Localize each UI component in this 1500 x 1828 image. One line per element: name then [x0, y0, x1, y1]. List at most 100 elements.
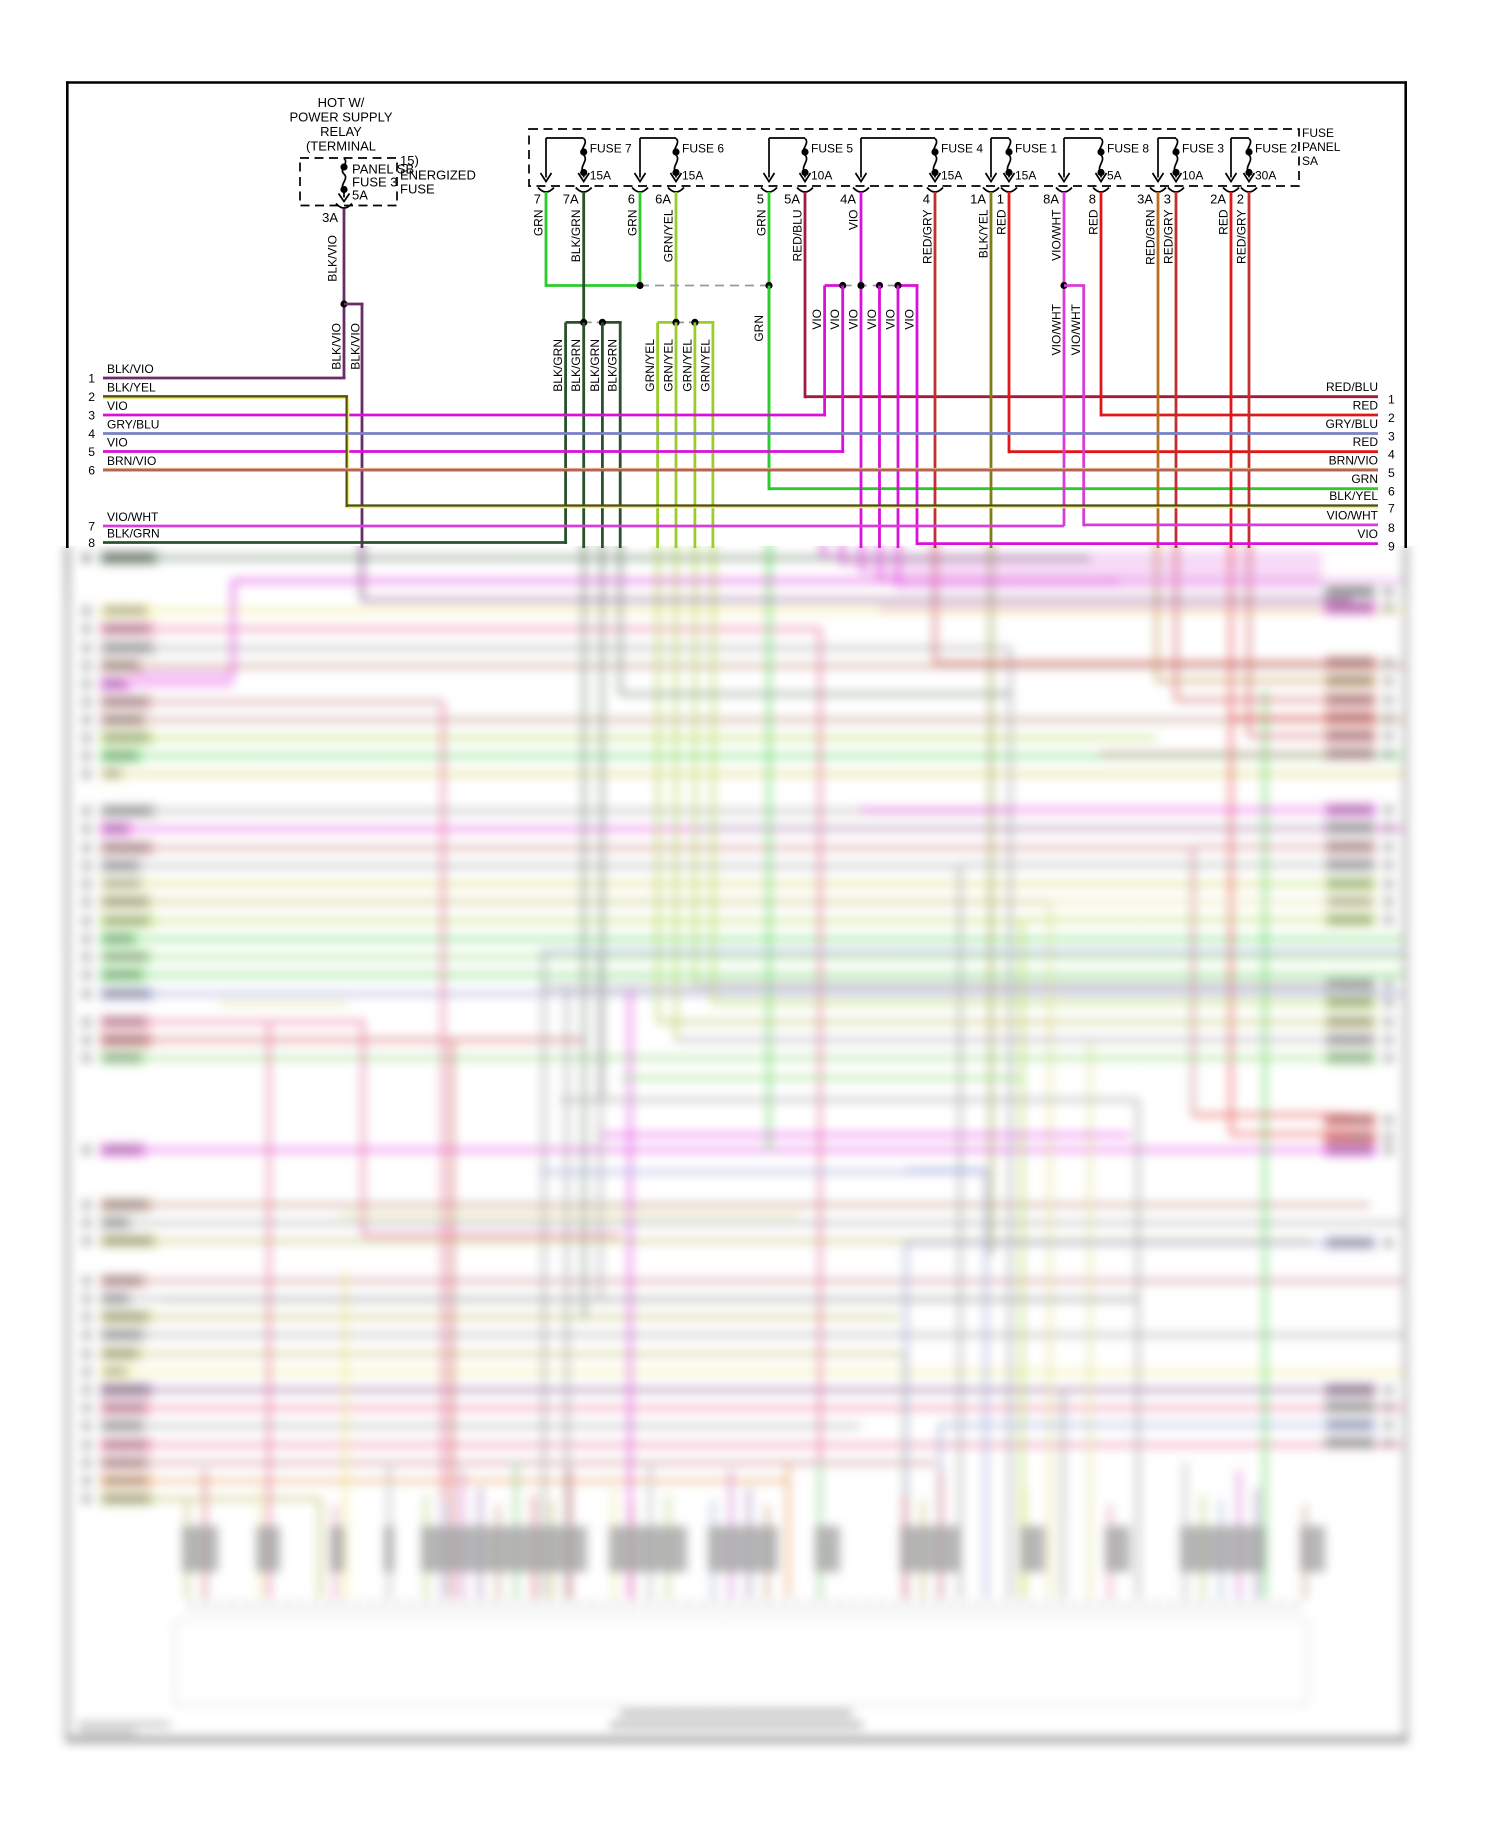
svg-text:9: 9	[1388, 540, 1395, 554]
svg-text:VIO: VIO	[865, 309, 879, 330]
svg-text:6A: 6A	[655, 192, 671, 207]
svg-text:RED: RED	[1353, 435, 1379, 449]
svg-text:VIO: VIO	[828, 309, 842, 330]
svg-text:3: 3	[88, 409, 95, 423]
svg-text:2A: 2A	[1210, 192, 1226, 207]
svg-text:FUSE 7: FUSE 7	[590, 142, 632, 156]
svg-text:RED: RED	[995, 209, 1009, 235]
svg-text:BLK/GRN: BLK/GRN	[569, 339, 583, 392]
svg-text:GRN/YEL: GRN/YEL	[662, 339, 676, 392]
svg-text:2: 2	[1388, 411, 1395, 425]
svg-text:VIO/WHT: VIO/WHT	[1327, 508, 1379, 522]
svg-text:RED/GRY: RED/GRY	[1162, 210, 1176, 264]
svg-text:2: 2	[1237, 192, 1244, 207]
svg-text:15A: 15A	[1015, 169, 1036, 183]
svg-text:RED/GRN: RED/GRN	[1144, 210, 1158, 265]
svg-text:15A: 15A	[941, 169, 962, 183]
svg-text:4: 4	[1388, 448, 1395, 462]
svg-text:VIO/WHT: VIO/WHT	[107, 510, 159, 524]
svg-text:VIO: VIO	[1357, 527, 1378, 541]
svg-text:BLK/GRN: BLK/GRN	[107, 527, 160, 541]
svg-text:10A: 10A	[811, 169, 832, 183]
svg-text:BLK/GRN: BLK/GRN	[551, 339, 565, 392]
svg-text:5A: 5A	[352, 188, 368, 203]
svg-text:GRY/BLU: GRY/BLU	[1326, 417, 1378, 431]
svg-text:15A: 15A	[682, 169, 703, 183]
svg-text:VIO: VIO	[847, 309, 861, 330]
svg-text:3: 3	[1164, 192, 1171, 207]
svg-text:VIO: VIO	[903, 309, 917, 330]
svg-text:5: 5	[1388, 466, 1395, 480]
svg-text:BLK/VIO: BLK/VIO	[349, 323, 363, 370]
svg-text:7A: 7A	[563, 192, 579, 207]
svg-text:VIO/WHT: VIO/WHT	[1050, 303, 1064, 355]
svg-text:ENERGIZED: ENERGIZED	[400, 168, 476, 183]
svg-text:5: 5	[88, 445, 95, 459]
svg-text:RED: RED	[1217, 209, 1231, 235]
svg-text:4: 4	[88, 427, 95, 441]
svg-text:GRN/YEL: GRN/YEL	[680, 339, 694, 392]
svg-text:SA: SA	[1302, 154, 1318, 168]
svg-text:RED/BLU: RED/BLU	[791, 210, 805, 262]
svg-text:FUSE 5: FUSE 5	[811, 142, 853, 156]
svg-text:VIO: VIO	[884, 309, 898, 330]
svg-text:3A: 3A	[1137, 192, 1153, 207]
svg-text:BLK/YEL: BLK/YEL	[107, 381, 156, 395]
svg-text:5A: 5A	[1107, 169, 1122, 183]
svg-text:10A: 10A	[1182, 169, 1203, 183]
svg-text:PANEL SB: PANEL SB	[352, 162, 414, 177]
svg-text:30A: 30A	[1255, 169, 1276, 183]
svg-text:BLK/VIO: BLK/VIO	[330, 323, 344, 370]
svg-text:BLK/GRN: BLK/GRN	[588, 339, 602, 392]
svg-text:GRN/YEL: GRN/YEL	[662, 209, 676, 262]
svg-text:GRN: GRN	[626, 210, 640, 237]
svg-text:7: 7	[88, 520, 95, 534]
svg-text:RED/GRY: RED/GRY	[1235, 210, 1249, 264]
svg-text:BRN/VIO: BRN/VIO	[107, 454, 156, 468]
svg-text:HOT W/: HOT W/	[318, 95, 365, 110]
svg-text:4: 4	[923, 192, 930, 207]
svg-text:POWER SUPPLY: POWER SUPPLY	[289, 110, 392, 125]
svg-text:8A: 8A	[1043, 192, 1059, 207]
svg-text:6: 6	[88, 464, 95, 478]
svg-text:BRN/VIO: BRN/VIO	[1329, 454, 1378, 468]
svg-text:7: 7	[1388, 502, 1395, 516]
svg-text:GRN: GRN	[1351, 472, 1378, 486]
svg-text:RED/BLU: RED/BLU	[1326, 380, 1378, 394]
svg-text:VIO: VIO	[847, 210, 861, 231]
svg-text:GRN: GRN	[752, 315, 766, 342]
svg-text:6: 6	[628, 192, 635, 207]
svg-text:FUSE 2: FUSE 2	[1255, 142, 1297, 156]
svg-text:BLK/GRN: BLK/GRN	[569, 210, 583, 263]
svg-text:FUSE 3: FUSE 3	[1182, 142, 1224, 156]
svg-text:VIO: VIO	[107, 436, 128, 450]
svg-text:BLK/YEL: BLK/YEL	[1329, 489, 1378, 503]
svg-text:BLK/VIO: BLK/VIO	[107, 362, 154, 376]
svg-text:FUSE 8: FUSE 8	[1107, 142, 1149, 156]
svg-text:15A: 15A	[590, 169, 611, 183]
svg-text:RELAY: RELAY	[320, 124, 362, 139]
svg-text:5A: 5A	[784, 192, 800, 207]
svg-text:5: 5	[757, 192, 764, 207]
svg-text:2: 2	[88, 390, 95, 404]
svg-text:GRY/BLU: GRY/BLU	[107, 418, 159, 432]
svg-text:6: 6	[1388, 485, 1395, 499]
svg-text:PANEL: PANEL	[1302, 140, 1341, 154]
svg-text:15): 15)	[400, 153, 419, 168]
svg-text:GRN/YEL: GRN/YEL	[643, 339, 657, 392]
svg-text:RED: RED	[1087, 209, 1101, 235]
svg-text:RED/GRY: RED/GRY	[921, 210, 935, 264]
svg-text:BLK/VIO: BLK/VIO	[326, 235, 340, 282]
svg-text:GRN/YEL: GRN/YEL	[698, 339, 712, 392]
svg-text:VIO: VIO	[107, 399, 128, 413]
svg-text:BLK/YEL: BLK/YEL	[977, 209, 991, 258]
svg-text:BLK/GRN: BLK/GRN	[606, 339, 620, 392]
svg-text:4A: 4A	[840, 192, 856, 207]
svg-text:FUSE 6: FUSE 6	[682, 142, 724, 156]
svg-text:VIO/WHT: VIO/WHT	[1050, 209, 1064, 261]
svg-text:3: 3	[1388, 430, 1395, 444]
svg-text:FUSE 1: FUSE 1	[1015, 142, 1057, 156]
svg-text:FUSE 3: FUSE 3	[352, 175, 398, 190]
svg-text:VIO: VIO	[810, 309, 824, 330]
svg-text:1: 1	[88, 372, 95, 386]
